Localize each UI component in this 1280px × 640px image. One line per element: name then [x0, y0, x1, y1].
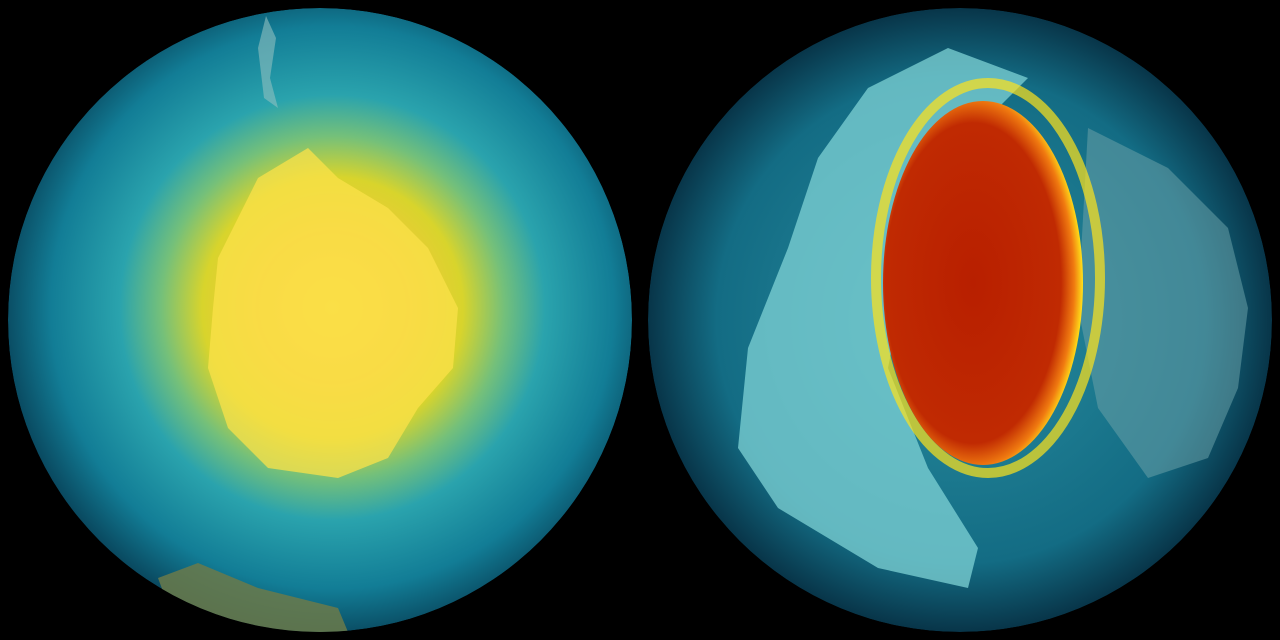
- antarctica-landmass: [208, 148, 458, 478]
- landmass-top: [258, 16, 278, 108]
- hole-glow-ring: [871, 78, 1105, 478]
- southern-hemisphere-globe: [8, 8, 632, 632]
- ozone-hole: [883, 101, 1083, 465]
- south-america-tip: [158, 563, 348, 632]
- northern-globe-visual: [648, 8, 1272, 632]
- eurasia-landmass: [1078, 128, 1248, 478]
- southern-globe-visual: [8, 8, 632, 632]
- northern-hemisphere-globe: [648, 8, 1272, 632]
